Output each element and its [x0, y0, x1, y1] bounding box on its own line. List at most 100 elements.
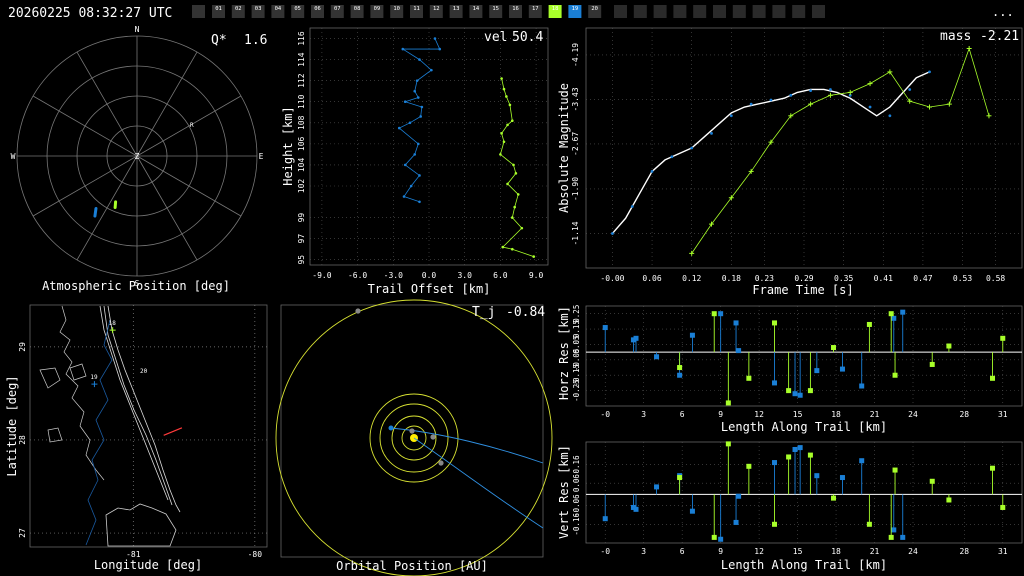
camera-label: 11	[413, 6, 420, 12]
y-tick-label: -1.14	[571, 221, 580, 245]
x-tick-label: -9.0	[312, 271, 331, 280]
data-point	[502, 140, 506, 144]
menu-button[interactable]: ...	[992, 5, 1014, 19]
camera-toggle[interactable]	[614, 5, 627, 18]
camera-toggle[interactable]	[489, 5, 503, 18]
camera-toggle[interactable]	[528, 5, 542, 18]
camera-toggle[interactable]	[509, 5, 522, 18]
camera-toggle[interactable]	[410, 5, 423, 18]
residual-point	[718, 536, 724, 542]
lake-outline	[105, 503, 177, 547]
meteoroid-position	[388, 425, 394, 431]
camera-toggle[interactable]	[271, 5, 285, 18]
camera-toggle[interactable]	[449, 5, 463, 18]
camera-toggle[interactable]	[548, 5, 562, 18]
camera-toggle[interactable]	[330, 5, 344, 18]
x-tick-label: 9	[718, 547, 723, 556]
camera-toggle[interactable]	[588, 5, 602, 18]
marker-label: R	[190, 122, 194, 129]
series-line-18	[499, 78, 534, 257]
x-tick-label: 0.06	[642, 274, 661, 283]
height-plot: -9.0 -6.0 -3.0 0.0 3.0 6.0 9.0 95 97 99 102 104 106 1…	[281, 27, 549, 296]
y-tick-label: -0.25	[572, 379, 581, 402]
polar-spoke	[136, 155, 198, 261]
data-point	[630, 205, 634, 208]
camera-toggle[interactable]	[713, 5, 726, 18]
camera-toggle[interactable]	[732, 5, 746, 18]
residual-point	[892, 467, 898, 473]
data-point	[420, 105, 424, 109]
camera-toggle[interactable]	[752, 5, 766, 18]
x-tick-label: 12	[754, 547, 764, 556]
residual-point	[772, 320, 778, 326]
x-tick-label: 0.23	[755, 274, 774, 283]
planet-orbit	[401, 425, 427, 451]
data-point	[418, 174, 421, 177]
direction-label: W	[11, 152, 16, 161]
y-axis-title: Latitude [deg]	[5, 375, 19, 476]
residual-point	[718, 311, 724, 317]
direction-label: S	[135, 279, 140, 288]
camera-toggle[interactable]	[231, 5, 245, 18]
y-tick-label: 99	[297, 213, 306, 223]
camera-toggle[interactable]	[772, 5, 786, 18]
atmospheric-position-plot: N E S W Z R Q* 1.6 Atmospheric Position [deg]	[11, 25, 268, 293]
x-tick-label: 0.41	[874, 274, 893, 283]
x-tick-label: 0.18	[722, 274, 741, 283]
y-axis-title: Horz Res [km]	[557, 306, 571, 400]
camera-toggle[interactable]	[693, 5, 707, 18]
camera-toggle[interactable]	[653, 5, 667, 18]
camera-toggle[interactable]	[812, 5, 825, 18]
camera-toggle[interactable]	[429, 5, 443, 18]
y-tick-label: 27	[18, 528, 27, 538]
x-tick-label: -6.0	[348, 271, 367, 280]
y-tick-label: 0.05	[572, 335, 581, 353]
camera-toggle[interactable]	[291, 5, 305, 18]
camera-toggle[interactable]	[212, 5, 225, 18]
vertical-residual-plot: -0 3 6 9 12 15 18 21 24 28 31 0.160.06-0.06-0.16 Len…	[557, 441, 1023, 572]
fit-curve	[611, 71, 930, 234]
camera-toggle[interactable]	[350, 5, 364, 18]
residual-point	[602, 516, 608, 522]
y-tick-label: 95	[297, 255, 306, 265]
camera-toggle[interactable]	[311, 5, 324, 18]
residual-point	[814, 473, 820, 479]
camera-toggle[interactable]	[370, 5, 384, 18]
plot-frame	[585, 305, 1023, 407]
residual-point	[839, 475, 845, 481]
coastline	[99, 305, 181, 513]
y-tick-label: 114	[297, 52, 306, 67]
camera-toggle[interactable]	[192, 5, 205, 18]
residual-point	[859, 458, 865, 464]
camera-toggle[interactable]	[251, 5, 265, 18]
annotation-value: -2.21	[980, 29, 1019, 44]
camera-toggle[interactable]	[469, 5, 483, 18]
residual-point	[746, 463, 752, 469]
residual-point	[888, 534, 894, 540]
residual-point	[990, 375, 996, 381]
data-point	[769, 98, 773, 102]
y-axis-title: Vert Res [km]	[557, 445, 571, 539]
planet	[409, 428, 415, 434]
camera-toggle[interactable]	[633, 5, 647, 18]
camera-toggle[interactable]	[568, 5, 582, 18]
x-tick-label: 0.0	[422, 271, 437, 280]
data-point	[419, 115, 422, 118]
x-axis-title: Atmospheric Position [deg]	[42, 279, 230, 293]
x-tick-label: 12	[754, 410, 764, 419]
camera-toggle[interactable]	[673, 5, 687, 18]
camera-toggle[interactable]	[390, 5, 404, 18]
data-point	[868, 105, 872, 109]
residual-point	[797, 392, 803, 398]
x-tick-label: -80	[248, 550, 263, 559]
data-point	[710, 131, 713, 135]
polar-spoke	[136, 95, 242, 157]
camera-toggle[interactable]	[792, 5, 806, 18]
residual-point	[830, 495, 836, 501]
residual-point	[946, 497, 952, 503]
data-point	[501, 245, 505, 249]
camera-label: 13	[453, 6, 460, 12]
polar-spoke	[136, 51, 198, 157]
data-point	[520, 226, 524, 230]
data-point	[511, 119, 514, 122]
